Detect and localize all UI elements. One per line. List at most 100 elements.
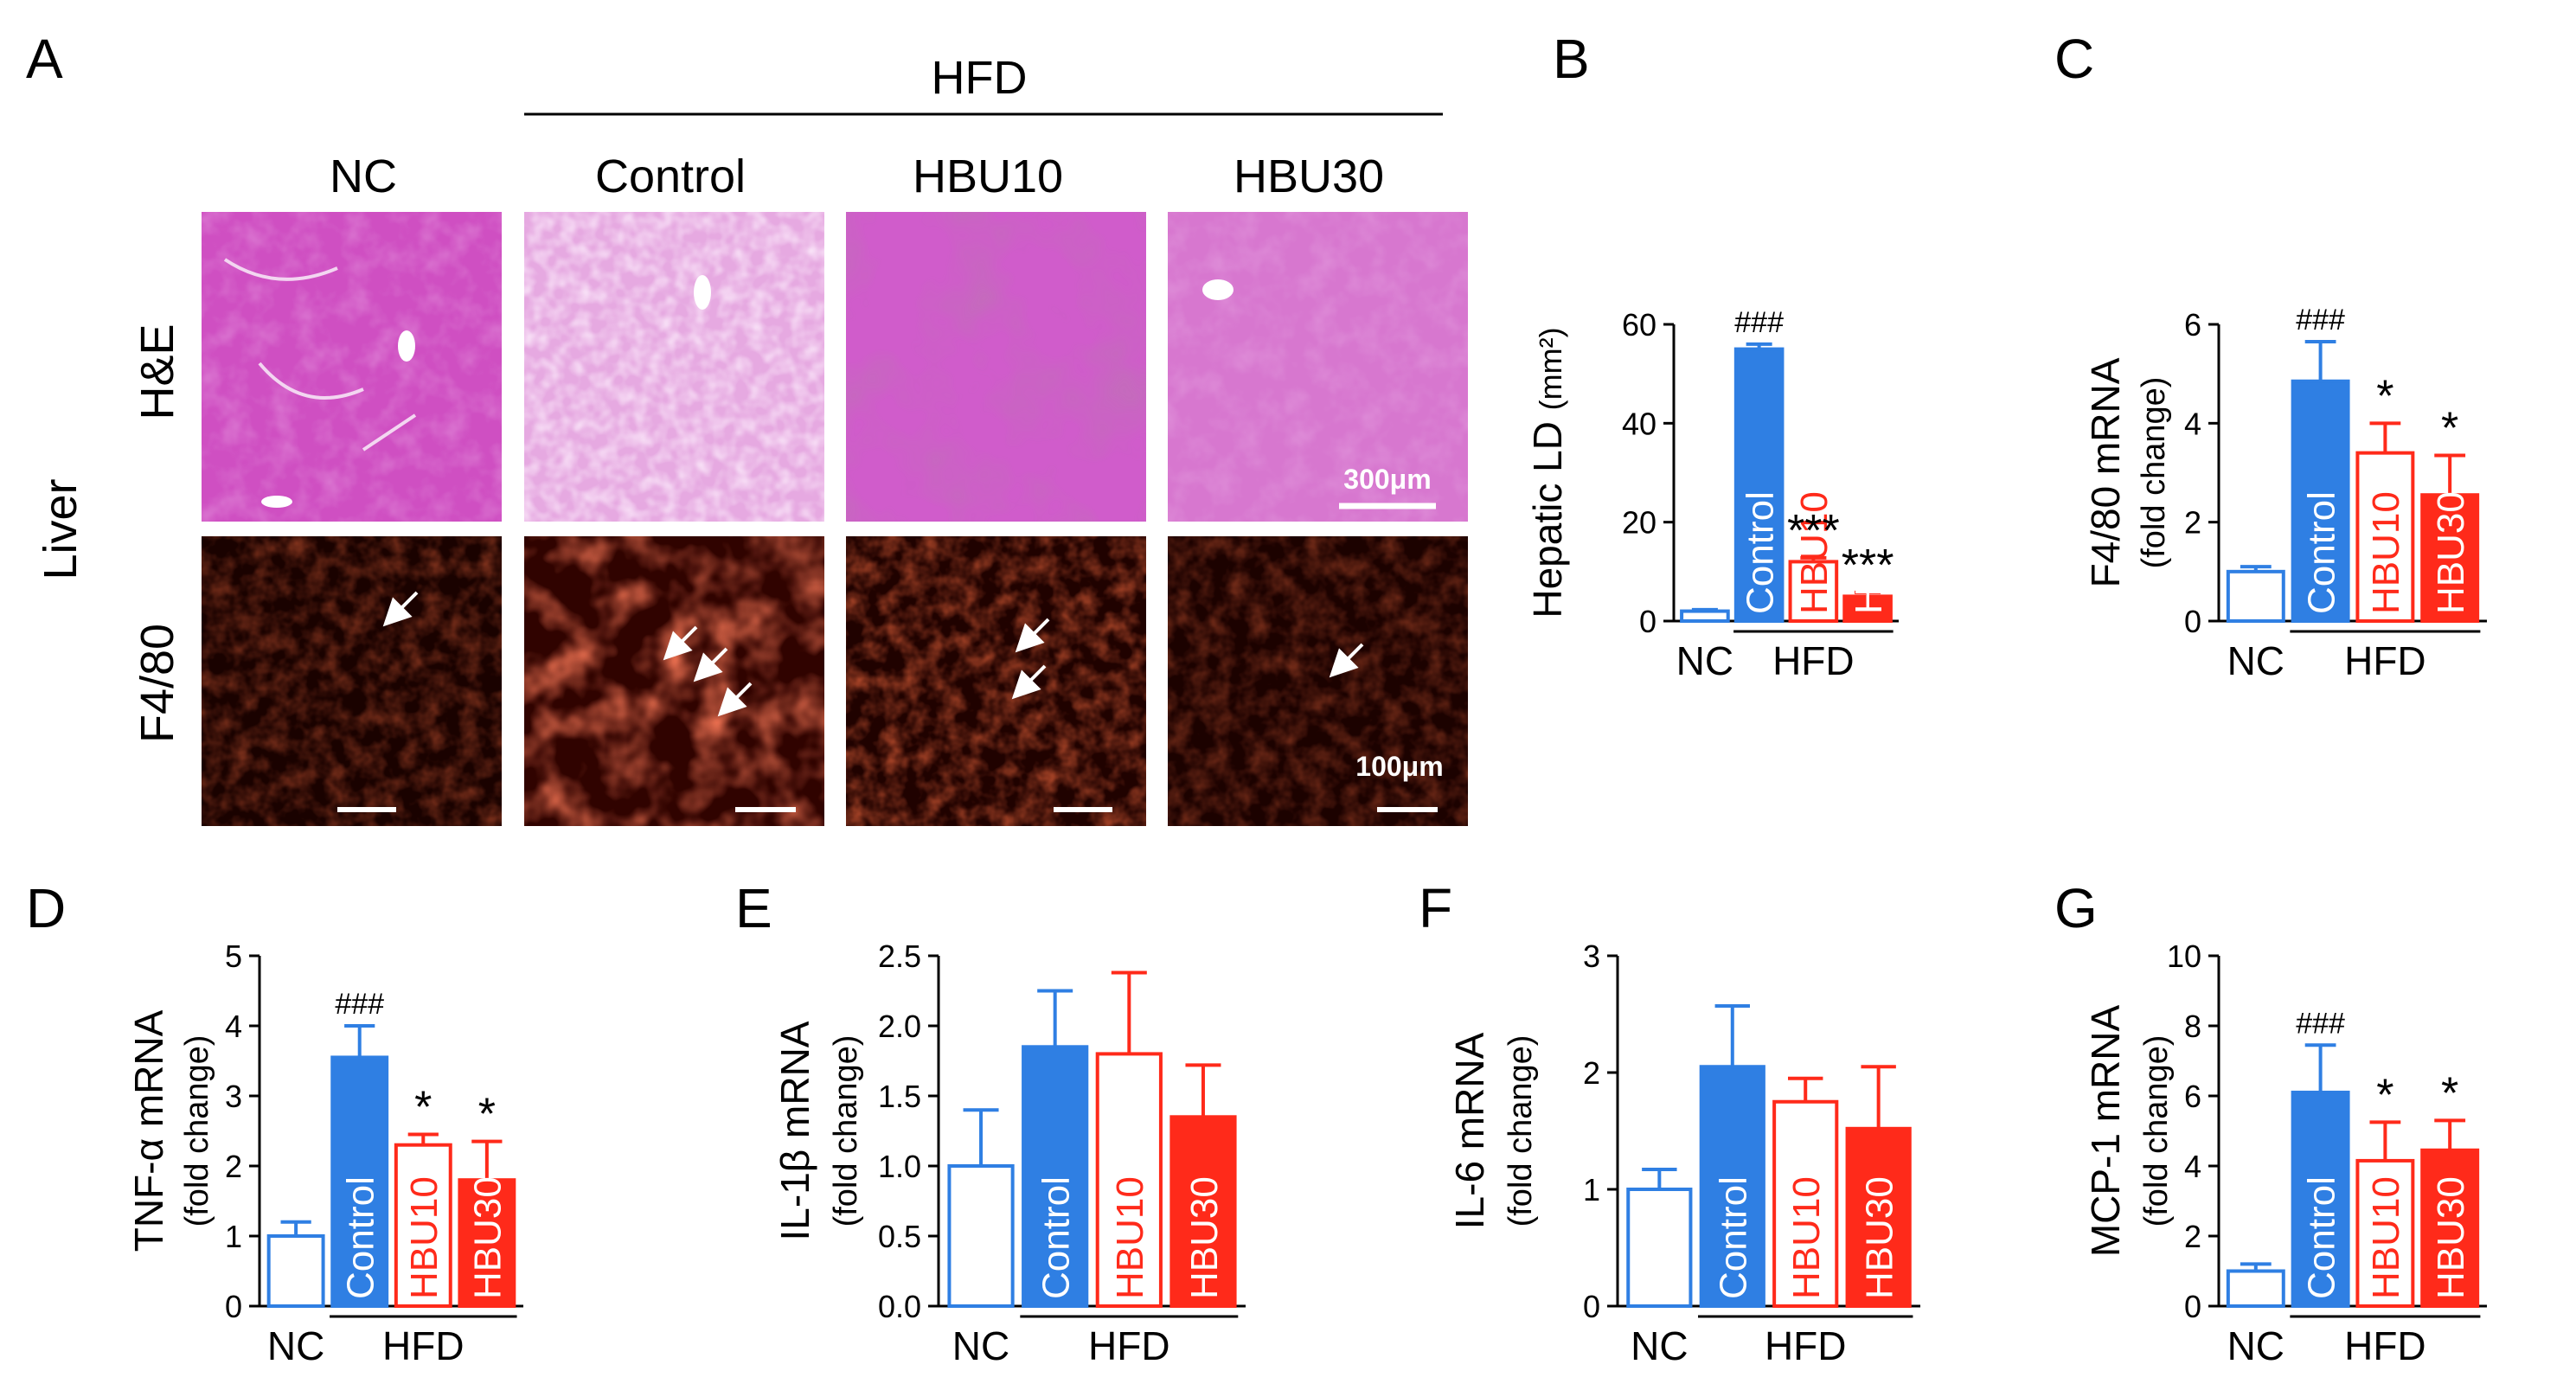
panel-e-x-label-nc: NC (952, 1323, 1009, 1368)
panel-d-bar-control (330, 1055, 389, 1308)
panel-b-y-tick-label: 0 (1639, 604, 1656, 639)
panel-g-y-tick-label: 4 (2184, 1149, 2201, 1184)
f480-image-hbu30 (1168, 536, 1468, 826)
panel-d-y-tick-label: 1 (225, 1219, 242, 1254)
panel-a: A HFD NC Control HBU10 HBU30 Liver H&E F… (26, 28, 1468, 826)
panel-g-annotation-hbu30: * (2441, 1068, 2458, 1118)
panel-g-y-label-sub: (fold change) (2138, 1035, 2175, 1227)
panel-d-annotation-hbu10: * (414, 1083, 432, 1133)
panel-g-y-tick-label: 10 (2167, 938, 2201, 974)
column-label-nc: NC (330, 151, 397, 202)
panel-c-annotation-hbu10: * (2376, 371, 2393, 421)
panel-d: D 0 1 2 3 4 5 TNF-α mRNA (fold change) Control ###… (26, 877, 523, 1368)
panel-f-y-tick-label: 1 (1583, 1172, 1600, 1207)
column-label-hbu30: HBU30 (1234, 151, 1384, 202)
panel-b-bar-label-hbu30: HBU30 (1848, 491, 1890, 614)
panel-b-letter: B (1553, 28, 1590, 90)
panel-d-y-label-sub: (fold change) (179, 1035, 215, 1227)
panel-b-annotation-hbu10: *** (1787, 506, 1840, 556)
panel-c: C 0 2 4 6 F4/80 mRNA (fold change) Control ### HB… (2054, 28, 2487, 683)
panel-g-letter: G (2054, 877, 2098, 939)
panel-c-y-tick-label: 4 (2184, 406, 2201, 441)
panel-b-y-label-main: Hepatic LD (1525, 410, 1570, 618)
f480-image-nc (202, 536, 502, 826)
panel-f-bar-label-hbu10: HBU10 (1785, 1176, 1828, 1299)
scale-label-he: 300μm (1343, 464, 1431, 495)
panel-c-y-tick-label: 6 (2184, 307, 2201, 343)
panel-g-bar-hbu30 (2420, 1148, 2480, 1309)
panel-d-bar-label-hbu10: HBU10 (403, 1176, 445, 1299)
panel-d-bar-hbu30 (458, 1178, 516, 1308)
panel-c-x-label-nc: NC (2227, 638, 2284, 683)
panel-d-y-tick-label: 3 (225, 1079, 242, 1114)
panel-f-y-tick-label: 2 (1583, 1055, 1600, 1091)
panel-e-y-tick-label: 2.5 (878, 938, 921, 974)
column-label-hbu10: HBU10 (913, 151, 1063, 202)
panel-b-bar-nc (1680, 609, 1730, 623)
panel-d-bar-label-hbu30: HBU30 (467, 1176, 509, 1299)
panel-g-bar-label-hbu30: HBU30 (2430, 1176, 2472, 1299)
panel-g-y-tick-label: 6 (2184, 1079, 2201, 1114)
panel-g-bar-label-hbu10: HBU10 (2365, 1176, 2407, 1299)
panel-e-y-tick-label: 2.0 (878, 1009, 921, 1044)
panel-g-x-label-nc: NC (2227, 1323, 2284, 1368)
panel-d-annotation-hbu30: * (478, 1090, 496, 1140)
panel-f-y-tick-label: 3 (1583, 938, 1600, 974)
panel-c-annotation-hbu30: * (2441, 403, 2458, 453)
panel-f-x-label-nc: NC (1631, 1323, 1688, 1368)
he-image-control (524, 212, 824, 522)
panel-b-x-label-nc: NC (1676, 638, 1733, 683)
panel-g-bar-nc (2226, 1269, 2285, 1308)
panel-f-y-tick-label: 0 (1583, 1289, 1600, 1324)
panel-g-annotation-hbu10: * (2376, 1070, 2393, 1120)
panel-g-y-tick-label: 0 (2184, 1289, 2201, 1324)
panel-d-bar-label-control: Control (340, 1176, 382, 1299)
he-image-hbu30 (1168, 212, 1468, 522)
panel-e: E 0.0 0.5 1.0 1.5 2.0 2.5 IL-1β mRNA (fold chang… (735, 877, 1246, 1368)
panel-b-y-label-unit: (mm²) (1533, 327, 1568, 410)
panel-b-bar-label-hbu10: HBU10 (1793, 491, 1836, 614)
panel-f-x-label-hfd: HFD (1765, 1323, 1847, 1368)
panel-c-bar-label-hbu30: HBU30 (2430, 491, 2472, 614)
panel-g: G 0 2 4 6 8 10 MCP-1 mRNA (fold change) Control ##… (2054, 877, 2487, 1368)
panel-c-bar-hbu30 (2420, 493, 2480, 623)
panel-e-bar-nc (947, 1164, 1015, 1308)
panel-c-y-label-sub: (fold change) (2136, 377, 2172, 569)
panel-b-bar-label-control: Control (1739, 491, 1781, 614)
panel-f-y-label: IL-6 mRNA (1447, 1032, 1492, 1229)
panel-f-letter: F (1419, 877, 1452, 939)
panel-c-annotation-control: ### (2296, 304, 2345, 336)
column-label-control: Control (595, 151, 746, 202)
panel-f-bar-hbu30 (1845, 1126, 1912, 1309)
panel-c-y-tick-label: 2 (2184, 505, 2201, 541)
panel-g-bar-label-control: Control (2300, 1176, 2342, 1299)
panel-b-annotation-hbu30: *** (1842, 541, 1894, 591)
panel-d-y-tick-label: 4 (225, 1009, 242, 1044)
panel-d-annotation-control: ### (335, 988, 384, 1021)
panel-f-bar-nc (1626, 1188, 1693, 1308)
panel-e-y-tick-label: 1.0 (878, 1149, 921, 1184)
panel-e-letter: E (735, 877, 772, 939)
panel-c-y-tick-label: 0 (2184, 604, 2201, 639)
panel-b-annotation-control: ### (1734, 306, 1784, 339)
panel-d-y-tick-label: 0 (225, 1289, 242, 1324)
panel-f: F 0 1 2 3 IL-6 mRNA (fold change) Control HBU10 H… (1419, 877, 1920, 1368)
panel-d-bar-hbu10 (394, 1143, 452, 1308)
panel-c-bar-nc (2226, 569, 2285, 623)
hfd-header: HFD (932, 52, 1028, 104)
panel-b-y-tick-label: 20 (1622, 505, 1656, 541)
panel-d-x-label-nc: NC (267, 1323, 324, 1368)
panel-d-letter: D (26, 877, 66, 939)
panel-c-bar-hbu10 (2355, 451, 2415, 624)
panel-e-y-label-sub: (fold change) (828, 1035, 864, 1227)
panel-e-bar-control (1022, 1045, 1089, 1309)
panel-e-bar-label-control: Control (1035, 1176, 1078, 1299)
panel-g-x-label-hfd: HFD (2344, 1323, 2426, 1368)
row-label-f480: F4/80 (131, 624, 183, 743)
panel-b-y-label: Hepatic LD (mm²) (1525, 327, 1570, 618)
panel-e-bar-hbu30 (1169, 1115, 1237, 1309)
panel-d-y-label: TNF-α mRNA (126, 1009, 171, 1252)
panel-e-y-tick-label: 1.5 (878, 1079, 921, 1114)
he-image-hbu10 (846, 212, 1146, 522)
